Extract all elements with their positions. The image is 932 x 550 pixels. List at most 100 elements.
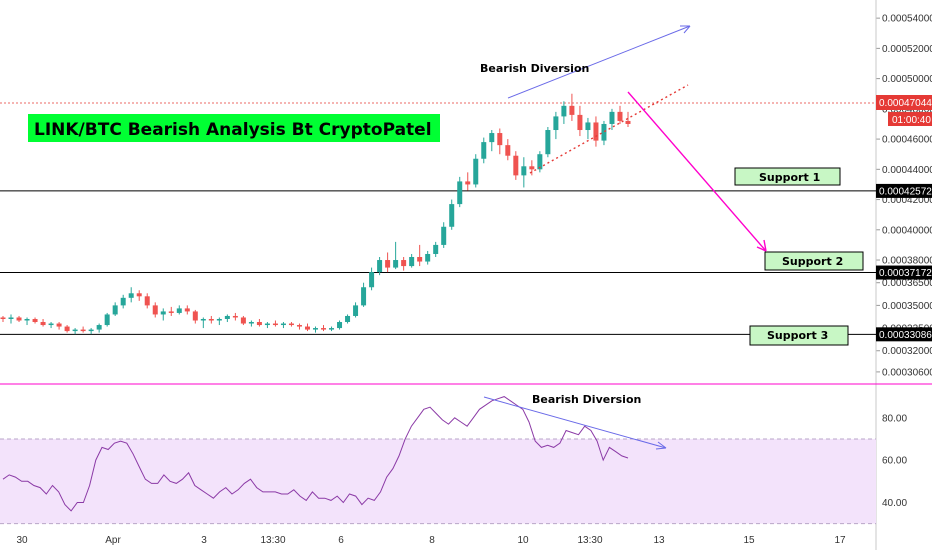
candle-body xyxy=(529,166,535,170)
price-tick-label: 0.00046000 xyxy=(882,135,932,146)
bearish-diversion-label-price: Bearish Diversion xyxy=(480,62,589,75)
divergence-line-upper xyxy=(507,25,691,99)
time-tick-label: 3 xyxy=(201,535,207,546)
chart-title: LINK/BTC Bearish Analysis Bt CryptoPatel xyxy=(34,120,432,140)
price-tick-label: 0.00030600 xyxy=(882,367,932,378)
candle-body xyxy=(409,257,415,267)
price-tick-label: 0.00042000 xyxy=(882,195,932,206)
candle-body xyxy=(184,308,190,312)
candle-body xyxy=(345,315,351,323)
candle-body xyxy=(32,318,38,323)
rsi-tick-label: 40.00 xyxy=(882,498,907,509)
candle-body xyxy=(513,155,519,176)
candle-body xyxy=(489,133,495,143)
rsi-tick-label: 80.00 xyxy=(882,413,907,424)
countdown-value: 01:00:40 xyxy=(892,115,931,126)
support-price-tags: 0.00042572 0.00037172 0.00033086 xyxy=(876,183,932,342)
candle-body xyxy=(505,145,511,156)
candle-body xyxy=(329,328,335,330)
time-axis: 30 Apr 3 13:30 6 8 10 13:30 13 15 17 xyxy=(16,535,846,546)
bearish-diversion-label-rsi: Bearish Diversion xyxy=(532,393,641,406)
time-tick-label: 8 xyxy=(429,535,435,546)
candle-body xyxy=(248,322,254,324)
rsi-pane: 80.00 60.00 40.00 Bearish Diversion xyxy=(0,393,907,525)
support-price-value: 0.00042572 xyxy=(879,186,932,197)
candle-body xyxy=(128,293,134,298)
candle-body xyxy=(0,317,6,319)
time-tick-label: 13:30 xyxy=(577,535,602,546)
candle-body xyxy=(16,317,22,321)
support-price-tag xyxy=(876,327,932,342)
candle-body xyxy=(240,317,246,324)
support-1-box: Support 1 xyxy=(734,167,841,186)
candle-body xyxy=(304,326,310,330)
support-price-value: 0.00033086 xyxy=(879,330,932,341)
candle-body xyxy=(280,323,286,326)
candle-body xyxy=(272,323,278,326)
candle-body xyxy=(256,322,262,326)
support-2-box: Support 2 xyxy=(764,251,864,271)
support-3-box: Support 3 xyxy=(749,325,849,346)
time-tick-label: 6 xyxy=(338,535,344,546)
candle-body xyxy=(337,322,343,329)
price-tick-label: 0.00044000 xyxy=(882,165,932,176)
candle-body xyxy=(585,122,591,131)
candle-body xyxy=(601,123,607,141)
candle-body xyxy=(417,257,423,262)
price-tick-label: 0.00035000 xyxy=(882,301,932,312)
candle-body xyxy=(313,328,318,330)
candle-body xyxy=(401,260,407,267)
time-tick-label: 13 xyxy=(653,535,665,546)
support-price-tag xyxy=(876,183,932,198)
candle-body xyxy=(264,323,270,326)
candle-body xyxy=(152,305,158,315)
candle-body xyxy=(96,325,102,330)
candle-body xyxy=(120,297,126,306)
rsi-tick-label: 60.00 xyxy=(882,456,907,467)
time-tick-label: 17 xyxy=(834,535,846,546)
support-2-label: Support 2 xyxy=(782,255,843,268)
candle-body xyxy=(88,329,94,332)
price-tick-label: 0.00032000 xyxy=(882,346,932,357)
time-tick-label: Apr xyxy=(105,535,121,546)
candle-body xyxy=(104,314,110,326)
candle-body xyxy=(288,323,294,326)
candle-body xyxy=(296,325,302,327)
time-tick-label: 15 xyxy=(743,535,755,546)
candle-body xyxy=(449,204,455,227)
support-lines xyxy=(0,190,876,335)
candle-body xyxy=(441,226,447,245)
candle-body xyxy=(465,181,471,185)
price-tick-label: 0.00036500 xyxy=(882,278,932,289)
projection-arrowhead xyxy=(756,239,767,252)
candle-body xyxy=(216,318,222,321)
divergence-line-rsi xyxy=(483,396,667,449)
candle-body xyxy=(232,315,238,318)
rsi-axis: 80.00 60.00 40.00 xyxy=(882,413,907,509)
candle-body xyxy=(160,311,166,315)
rsi-line xyxy=(2,396,629,512)
candle-body xyxy=(40,322,46,326)
candle-body xyxy=(457,181,463,205)
trendline-dotted xyxy=(529,84,689,174)
candle-body xyxy=(56,323,62,327)
candle-body xyxy=(64,326,70,332)
candle-body xyxy=(473,158,479,185)
candle-body xyxy=(561,105,567,117)
candle-body xyxy=(369,272,375,288)
candle-body xyxy=(48,323,54,326)
price-tick-label: 0.00038000 xyxy=(882,256,932,267)
candle-body xyxy=(353,305,359,316)
candle-body xyxy=(192,311,198,321)
support-3-label: Support 3 xyxy=(767,329,828,342)
time-tick-label: 30 xyxy=(16,535,28,546)
candle-body xyxy=(200,318,206,321)
projection-arrow xyxy=(627,91,767,252)
support-price-tag xyxy=(876,265,932,280)
candle-body xyxy=(577,114,583,131)
current-price-value: 0.00047044 xyxy=(879,98,932,109)
candle-body xyxy=(545,130,551,155)
candle-body xyxy=(609,111,615,124)
